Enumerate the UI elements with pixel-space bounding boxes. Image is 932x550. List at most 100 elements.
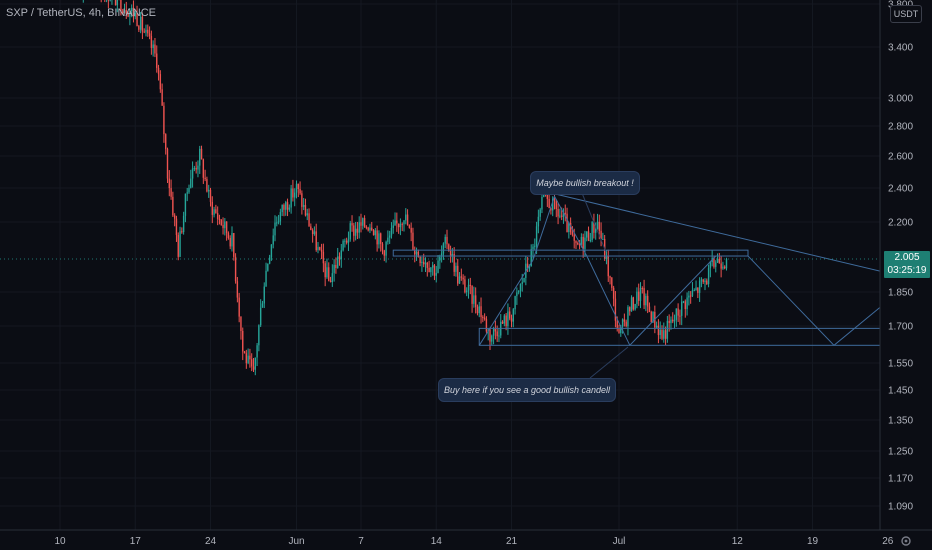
- candles: [82, 0, 728, 376]
- candle-up: [686, 297, 688, 310]
- candle-down: [157, 67, 160, 75]
- candle-down: [496, 331, 498, 337]
- candle-up: [663, 330, 665, 339]
- candle-down: [471, 285, 473, 304]
- candle-countdown: 03:25:19: [887, 265, 927, 276]
- currency-badge[interactable]: USDT: [890, 5, 922, 23]
- candle-down: [195, 167, 197, 170]
- candle-down: [718, 258, 721, 264]
- candle-up: [517, 290, 520, 293]
- candle-up: [532, 246, 534, 250]
- time-axis[interactable]: 10 17 24 Jun 7 14 21 Jul 12 19 26: [0, 529, 932, 547]
- candle-up: [279, 212, 282, 222]
- candle-up: [208, 189, 210, 192]
- candle-down: [363, 218, 366, 227]
- candle-down: [122, 11, 124, 13]
- candle-down: [510, 318, 513, 322]
- candle-down: [304, 205, 307, 216]
- candle-down: [489, 329, 491, 342]
- candle-up: [267, 263, 269, 271]
- candle-up: [405, 214, 407, 221]
- candle-down: [616, 320, 618, 329]
- candle-down: [623, 319, 626, 322]
- candle-down: [664, 330, 667, 339]
- candle-up: [337, 256, 339, 269]
- candle-up: [256, 345, 258, 358]
- candle-down: [457, 265, 459, 284]
- candle-down: [476, 306, 479, 314]
- price-tick-label: 1.850: [888, 288, 913, 299]
- candle-up: [636, 291, 638, 304]
- candle-down: [469, 284, 471, 286]
- candle-down: [600, 230, 602, 239]
- candle-up: [403, 220, 405, 225]
- candle-down: [209, 189, 212, 202]
- candle-down: [419, 256, 421, 263]
- callout-pointer-top: [581, 192, 607, 253]
- candle-down: [593, 221, 595, 233]
- candle-up: [326, 267, 328, 278]
- candle-down: [206, 179, 208, 192]
- time-tick-label: 26: [882, 536, 894, 547]
- price-tick-label: 1.350: [888, 416, 913, 427]
- candle-up: [595, 229, 597, 233]
- candle-up: [514, 296, 516, 310]
- candle-up: [123, 10, 126, 13]
- candle-down: [175, 218, 178, 235]
- candle-up: [261, 303, 264, 308]
- candle-down: [371, 227, 373, 231]
- candle-down: [646, 295, 649, 307]
- candle-up: [681, 301, 683, 316]
- candle-up: [288, 207, 291, 210]
- candle-up: [387, 237, 389, 242]
- candle-down: [202, 159, 205, 178]
- gear-icon[interactable]: [880, 533, 930, 550]
- annotation-buy[interactable]: Buy here if you see a good bullish cande…: [438, 378, 616, 402]
- candle-down: [249, 355, 251, 360]
- candle-up: [627, 307, 629, 327]
- price-tick-label: 2.800: [888, 122, 913, 133]
- candle-up: [503, 315, 506, 324]
- candle-down: [156, 53, 158, 68]
- candle-down: [172, 196, 174, 216]
- candle-down: [485, 319, 488, 332]
- candle-up: [722, 266, 724, 269]
- candle-up: [134, 12, 136, 17]
- candle-down: [286, 202, 289, 210]
- candle-down: [625, 321, 627, 327]
- candle-down: [505, 315, 507, 326]
- candle-down: [166, 148, 169, 179]
- candle-down: [338, 256, 341, 260]
- candle-down: [329, 280, 332, 283]
- candle-down: [396, 220, 398, 224]
- candle-up: [707, 268, 710, 285]
- candle-down: [125, 10, 127, 14]
- time-tick-label: 14: [431, 536, 443, 547]
- candle-down: [218, 218, 221, 220]
- candle-down: [414, 249, 416, 255]
- candle-down: [168, 178, 170, 189]
- candle-up: [344, 240, 346, 242]
- candle-up: [688, 295, 690, 298]
- candle-up: [285, 202, 287, 210]
- candle-up: [591, 221, 593, 240]
- candle-up: [682, 301, 685, 303]
- candle-down: [672, 319, 674, 322]
- callout-pointer-bottom: [589, 346, 629, 379]
- candle-up: [455, 265, 457, 272]
- candle-down: [643, 288, 645, 306]
- price-tick-label: 3.000: [888, 94, 913, 105]
- candle-down: [397, 223, 400, 228]
- candle-up: [458, 276, 461, 284]
- candle-up: [586, 231, 588, 238]
- candle-down: [220, 219, 222, 225]
- candle-up: [272, 235, 274, 245]
- time-tick-label: 10: [54, 536, 66, 547]
- candle-up: [358, 222, 360, 233]
- candle-down: [553, 198, 556, 201]
- candle-up: [193, 167, 196, 169]
- candle-up: [673, 319, 676, 322]
- candle-up: [634, 303, 636, 310]
- annotation-breakout[interactable]: Maybe bullish breakout !: [530, 171, 640, 195]
